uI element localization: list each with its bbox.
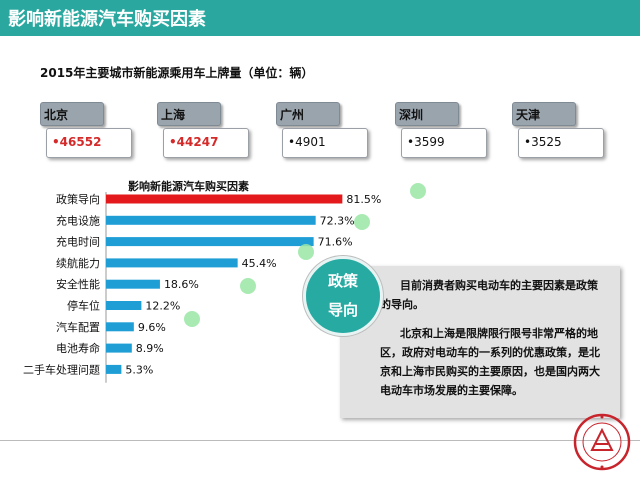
city-name: 广州 — [280, 108, 305, 122]
city-value: •4901 — [288, 135, 326, 149]
city-name: 北京 — [44, 108, 69, 122]
data-label: 45.4% — [242, 257, 277, 270]
city-tab: 广州 — [276, 102, 340, 126]
data-label: 81.5% — [346, 193, 381, 206]
bar — [106, 215, 316, 225]
university-seal-icon — [573, 413, 631, 471]
data-label: 18.6% — [164, 278, 199, 291]
data-label: 72.3% — [320, 214, 355, 227]
bar — [106, 343, 132, 353]
city-tab: 北京 — [40, 102, 104, 126]
city-value: •3599 — [407, 135, 445, 149]
city-card-beijing: 北京 •46552 — [40, 102, 132, 158]
decor-circle — [410, 183, 426, 199]
decor-circle — [298, 244, 314, 260]
info-paragraph-1: 目前消费者购买电动车的主要因素是政策的导向。 — [380, 279, 598, 311]
city-card-tianjin: 天津 •3525 — [512, 102, 604, 158]
category-label: 安全性能 — [56, 277, 100, 291]
city-value-box: •4901 — [282, 128, 368, 158]
decor-circle — [240, 278, 256, 294]
city-name: 上海 — [161, 108, 186, 122]
city-value: •3525 — [524, 135, 562, 149]
callout-circle: 政策 导向 — [303, 256, 383, 336]
info-paragraph-2: 北京和上海是限牌限行限号非常严格的地区，政府对电动车的一系列的优惠政策，是北京和… — [380, 327, 600, 397]
header-bar: 影响新能源汽车购买因素 — [0, 0, 640, 36]
city-tab: 上海 — [157, 102, 221, 126]
city-name: 深圳 — [399, 108, 424, 122]
city-tab: 深圳 — [395, 102, 459, 126]
city-card-shanghai: 上海 •44247 — [157, 102, 249, 158]
bar — [106, 237, 314, 247]
city-card-guangzhou: 广州 •4901 — [276, 102, 368, 158]
callout-line-2: 导向 — [327, 301, 358, 319]
data-label: 5.3% — [125, 363, 153, 376]
category-label: 停车位 — [67, 299, 100, 313]
callout-line-1: 政策 — [327, 272, 358, 290]
category-label: 汽车配置 — [56, 320, 100, 334]
bar — [106, 194, 343, 204]
category-label: 政策导向 — [56, 192, 100, 206]
city-card-shenzhen: 深圳 •3599 — [395, 102, 487, 158]
city-stats-title: 2015年主要城市新能源乘用车上牌量（单位：辆） — [40, 66, 314, 80]
category-label: 充电时间 — [56, 235, 100, 249]
data-label: 12.2% — [145, 300, 180, 313]
decor-circle — [184, 311, 200, 327]
bar-chart: 政策导向 81.5%充电设施 72.3%充电时间 71.6%续航能力 45.4%安全性能… — [23, 192, 381, 383]
page-title: 影响新能源汽车购买因素 — [8, 9, 206, 30]
category-label: 二手车处理问题 — [23, 362, 100, 376]
bar — [106, 364, 122, 374]
city-value: •44247 — [169, 135, 219, 149]
category-label: 续航能力 — [56, 256, 100, 270]
decor-circle — [354, 214, 370, 230]
bar — [106, 258, 238, 268]
city-value: •46552 — [52, 135, 102, 149]
city-value-box: •3599 — [401, 128, 487, 158]
category-label: 电池寿命 — [56, 341, 100, 355]
footer-divider — [0, 440, 640, 441]
bar — [106, 301, 142, 310]
bar — [106, 322, 134, 332]
info-box: 目前消费者购买电动车的主要因素是政策的导向。 北京和上海是限牌限行限号非常严格的… — [340, 266, 620, 418]
city-value-box: •3525 — [518, 128, 604, 158]
chart-title: 影响新能源汽车购买因素 — [128, 180, 249, 193]
bar — [106, 279, 160, 289]
city-value-box: •46552 — [46, 128, 132, 158]
data-label: 9.6% — [138, 321, 166, 334]
city-value-box: •44247 — [163, 128, 249, 158]
data-label: 8.9% — [136, 342, 164, 355]
category-label: 充电设施 — [56, 213, 100, 227]
data-label: 71.6% — [318, 236, 353, 249]
city-tab: 天津 — [512, 102, 576, 126]
city-name: 天津 — [516, 108, 541, 122]
